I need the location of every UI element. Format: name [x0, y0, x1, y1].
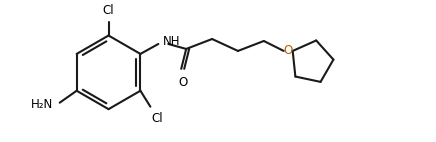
Text: Cl: Cl [103, 4, 114, 17]
Text: O: O [178, 76, 187, 89]
Text: NH: NH [164, 36, 181, 48]
Text: O: O [283, 44, 292, 57]
Text: Cl: Cl [151, 112, 163, 125]
Text: H₂N: H₂N [31, 98, 53, 111]
